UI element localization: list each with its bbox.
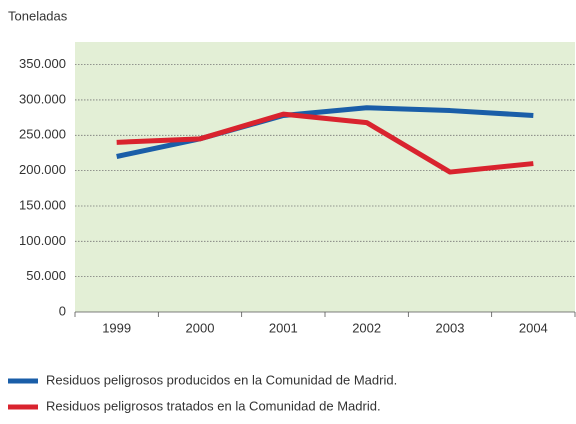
x-tick-label: 1999 bbox=[102, 320, 131, 335]
legend-swatch bbox=[8, 404, 38, 410]
plot-area bbox=[75, 42, 575, 312]
y-tick-label: 0 bbox=[59, 303, 66, 318]
y-tick-label: 200.000 bbox=[19, 162, 66, 177]
x-tick-label: 2000 bbox=[186, 320, 215, 335]
x-tick-label: 2004 bbox=[519, 320, 548, 335]
legend-label: Residuos peligrosos producidos en la Com… bbox=[46, 372, 397, 387]
y-tick-label: 100.000 bbox=[19, 233, 66, 248]
x-tick-label: 2002 bbox=[352, 320, 381, 335]
y-tick-label: 350.000 bbox=[19, 56, 66, 71]
x-tick-label: 2003 bbox=[436, 320, 465, 335]
legend-swatch bbox=[8, 378, 38, 384]
y-tick-label: 150.000 bbox=[19, 197, 66, 212]
y-tick-label: 250.000 bbox=[19, 127, 66, 142]
y-tick-label: 300.000 bbox=[19, 91, 66, 106]
y-axis-label: Toneladas bbox=[8, 8, 68, 23]
y-tick-label: 50.000 bbox=[26, 268, 66, 283]
x-tick-label: 2001 bbox=[269, 320, 298, 335]
series-line bbox=[116, 111, 534, 175]
legend-label: Residuos peligrosos tratados en la Comun… bbox=[46, 398, 381, 413]
